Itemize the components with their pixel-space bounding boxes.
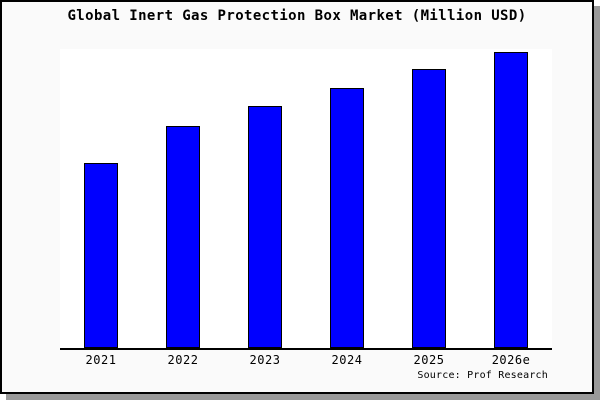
x-tick-label-2022: 2022	[167, 353, 199, 367]
x-tick-label-2024: 2024	[331, 353, 363, 367]
bar-2022	[166, 126, 200, 348]
bar-2023	[248, 106, 282, 348]
source-credit: Source: Prof Research	[417, 370, 548, 381]
x-tick-label-2021: 2021	[85, 353, 117, 367]
plot-area	[60, 49, 552, 350]
chart-title: Global Inert Gas Protection Box Market (…	[67, 8, 527, 24]
x-tick-label-2023: 2023	[249, 353, 281, 367]
bar-2021	[84, 163, 118, 348]
bar-2026e	[494, 52, 528, 348]
x-tick-label-2026e: 2026e	[491, 353, 531, 367]
chart-frame: Global Inert Gas Protection Box Market (…	[0, 0, 594, 394]
x-tick-label-2025: 2025	[413, 353, 445, 367]
bar-2024	[330, 88, 364, 348]
bar-2025	[412, 69, 446, 348]
